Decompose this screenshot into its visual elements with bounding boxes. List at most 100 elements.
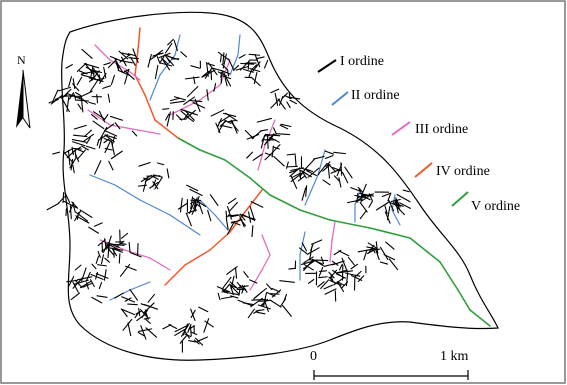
stream-segment-order-1 [222, 283, 231, 293]
stream-segment-order-1 [88, 101, 96, 105]
stream-segment-order-1 [149, 181, 159, 189]
stream-segment-order-2 [129, 281, 151, 291]
legend-label-order-5: V ordine [471, 199, 520, 214]
stream-segment-order-1 [294, 154, 297, 167]
stream-segment-order-1 [311, 239, 323, 245]
stream-segment-order-1 [247, 60, 250, 70]
stream-segment-order-1 [159, 56, 165, 64]
stream-segment-order-1 [85, 145, 96, 150]
stream-segment-order-1 [324, 150, 334, 155]
stream-segment-order-1 [90, 273, 104, 280]
stream-segment-order-1 [354, 270, 362, 278]
stream-segment-order-1 [230, 219, 243, 224]
stream-segment-order-1 [231, 119, 238, 134]
stream-segment-order-1 [212, 67, 223, 72]
stream-segment-order-1 [345, 272, 349, 287]
stream-segment-order-3 [87, 109, 111, 126]
stream-segment-order-1 [194, 98, 201, 113]
stream-segment-order-4 [137, 27, 141, 51]
stream-segment-order-1 [299, 247, 308, 255]
stream-segment-order-1 [77, 103, 82, 110]
stream-segment-order-1 [224, 77, 228, 87]
stream-segment-order-5 [369, 227, 411, 239]
stream-segment-order-1 [190, 196, 194, 210]
stream-segment-order-1 [217, 71, 227, 77]
stream-segment-order-1 [173, 39, 178, 52]
stream-segment-order-5 [299, 209, 331, 221]
stream-segment-order-1 [222, 112, 237, 117]
stream-segment-order-1 [246, 151, 254, 159]
stream-segment-order-1 [73, 279, 89, 285]
stream-segment-order-3 [94, 44, 111, 61]
stream-segment-order-2 [89, 174, 116, 186]
stream-segment-order-1 [314, 259, 329, 262]
stream-segment-order-1 [103, 66, 107, 79]
stream-segment-order-4 [144, 94, 156, 121]
stream-segment-order-1 [127, 53, 136, 57]
stream-segment-order-5 [469, 309, 491, 327]
stream-segment-order-1 [88, 226, 100, 234]
stream-segment-order-1 [379, 246, 389, 261]
stream-segment-order-1 [327, 164, 331, 179]
stream-segment-order-1 [131, 130, 138, 137]
stream-segment-order-1 [73, 93, 77, 102]
stream-segment-order-1 [68, 76, 73, 88]
stream-segment-order-1 [227, 220, 236, 235]
north-label: N [17, 53, 26, 67]
stream-segment-order-1 [91, 263, 97, 270]
stream-segment-order-5 [224, 159, 251, 179]
stream-segment-order-1 [266, 291, 276, 297]
stream-segment-order-1 [253, 72, 258, 85]
stream-segment-order-1 [256, 117, 272, 123]
stream-segment-order-1 [109, 247, 124, 251]
stream-segment-order-1 [184, 76, 200, 80]
stream-segment-order-1 [92, 111, 105, 120]
stream-segment-order-1 [103, 114, 109, 122]
legend-label-order-1: I ordine [340, 54, 384, 69]
stream-segment-order-1 [206, 89, 209, 101]
stream-segment-order-1 [190, 65, 201, 69]
stream-segment-order-5 [439, 261, 459, 291]
stream-segment-order-1 [191, 204, 198, 215]
stream-segment-order-3 [329, 239, 333, 263]
stream-segment-order-1 [46, 202, 60, 211]
stream-segment-order-1 [71, 138, 87, 143]
stream-segment-order-1 [143, 317, 151, 320]
stream-segment-order-1 [81, 267, 87, 282]
stream-segment-order-1 [66, 150, 76, 159]
stream-segment-order-1 [96, 295, 108, 298]
stream-segment-order-1 [80, 281, 92, 289]
stream-segment-order-1 [193, 339, 200, 345]
stream-segment-order-5 [249, 177, 271, 196]
stream-segment-order-1 [72, 203, 76, 213]
stream-segment-order-1 [229, 284, 240, 295]
stream-segment-order-1 [396, 193, 411, 203]
stream-segment-order-1 [354, 194, 368, 199]
stream-segment-order-1 [239, 213, 246, 221]
stream-segment-order-1 [76, 76, 83, 86]
stream-segment-order-1 [158, 52, 171, 59]
stream-segment-order-1 [306, 247, 320, 255]
stream-segment-order-1 [167, 38, 174, 46]
stream-segment-order-1 [109, 55, 120, 61]
stream-segment-order-1 [221, 289, 229, 294]
stream-segment-order-1 [387, 192, 392, 202]
stream-segment-order-1 [183, 112, 189, 120]
stream-segment-order-1 [313, 155, 325, 160]
stream-segment-order-1 [341, 257, 348, 272]
stream-segment-order-1 [192, 197, 207, 207]
stream-segment-order-1 [313, 259, 324, 265]
stream-segment-order-1 [94, 160, 102, 175]
stream-segment-order-3 [129, 71, 141, 81]
north-arrow-icon [16, 70, 23, 128]
legend-swatch-order-2 [331, 91, 349, 106]
stream-segment-order-1 [280, 123, 292, 128]
stream-segment-order-1 [238, 54, 246, 59]
stream-segment-order-1 [114, 122, 121, 130]
stream-segment-order-1 [215, 122, 221, 134]
stream-segment-order-1 [222, 53, 227, 69]
stream-segment-order-1 [279, 280, 295, 283]
stream-segment-order-1 [104, 134, 115, 143]
